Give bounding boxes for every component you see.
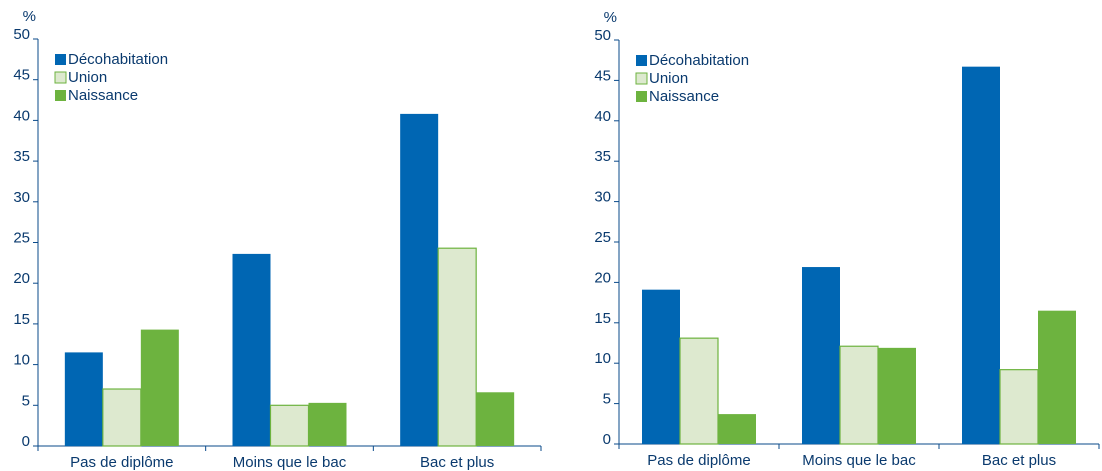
y-tick-label: 10 [594, 350, 611, 367]
legend-label: Union [649, 70, 688, 87]
y-tick-label: 45 [13, 67, 30, 84]
x-tick-label: Bac et plus [982, 452, 1056, 469]
y-tick-label: 0 [22, 433, 30, 450]
y-tick-label: 15 [594, 310, 611, 327]
bar [437, 247, 477, 447]
y-axis-label: % [604, 9, 617, 26]
legend-label: Décohabitation [68, 51, 168, 68]
y-tick-label: 10 [13, 352, 30, 369]
bar [140, 329, 179, 446]
x-tick-label: Moins que le bac [802, 452, 916, 469]
y-tick-label: 40 [594, 108, 611, 125]
y-tick-label: 45 [594, 67, 611, 84]
y-tick-label: 50 [594, 27, 611, 44]
bar [269, 404, 310, 447]
bar [308, 402, 347, 446]
bar [1038, 310, 1076, 444]
y-tick-label: 35 [594, 148, 611, 165]
y-tick-label: 25 [594, 229, 611, 246]
y-tick-label: 30 [13, 189, 30, 206]
y-tick-label: 20 [594, 269, 611, 286]
y-tick-label: 20 [13, 270, 30, 287]
x-tick-label: Pas de diplôme [70, 454, 173, 471]
legend-label: Union [68, 69, 107, 86]
y-tick-label: 50 [13, 26, 30, 43]
bar [999, 369, 1039, 445]
bar [232, 253, 271, 446]
bar [962, 66, 1000, 444]
bar [102, 388, 142, 447]
bar [476, 392, 515, 446]
y-tick-label: 40 [13, 107, 30, 124]
y-tick-label: 25 [13, 229, 30, 246]
y-tick-label: 5 [603, 391, 611, 408]
bar [642, 289, 680, 444]
legend-swatch [55, 54, 66, 65]
y-tick-label: 35 [13, 148, 30, 165]
y-tick-label: 30 [594, 189, 611, 206]
y-tick-label: 15 [13, 311, 30, 328]
legend-swatch [636, 55, 647, 66]
y-tick-label: 0 [603, 431, 611, 448]
bar [802, 267, 840, 444]
x-tick-label: Pas de diplôme [647, 452, 750, 469]
legend-swatch [55, 90, 66, 101]
legend-swatch [636, 91, 647, 102]
y-tick-label: 5 [22, 392, 30, 409]
x-tick-label: Bac et plus [420, 454, 494, 471]
y-axis-label: % [23, 8, 36, 25]
legend-swatch [54, 71, 67, 84]
bar [400, 113, 439, 446]
bar [679, 337, 719, 445]
legend-label: Naissance [649, 88, 719, 105]
bar [839, 345, 879, 445]
bar [718, 414, 756, 444]
legend-label: Décohabitation [649, 52, 749, 69]
bar [64, 352, 103, 446]
legend-label: Naissance [68, 87, 138, 104]
legend-swatch [635, 72, 648, 85]
x-tick-label: Moins que le bac [233, 454, 347, 471]
bar [878, 347, 916, 444]
